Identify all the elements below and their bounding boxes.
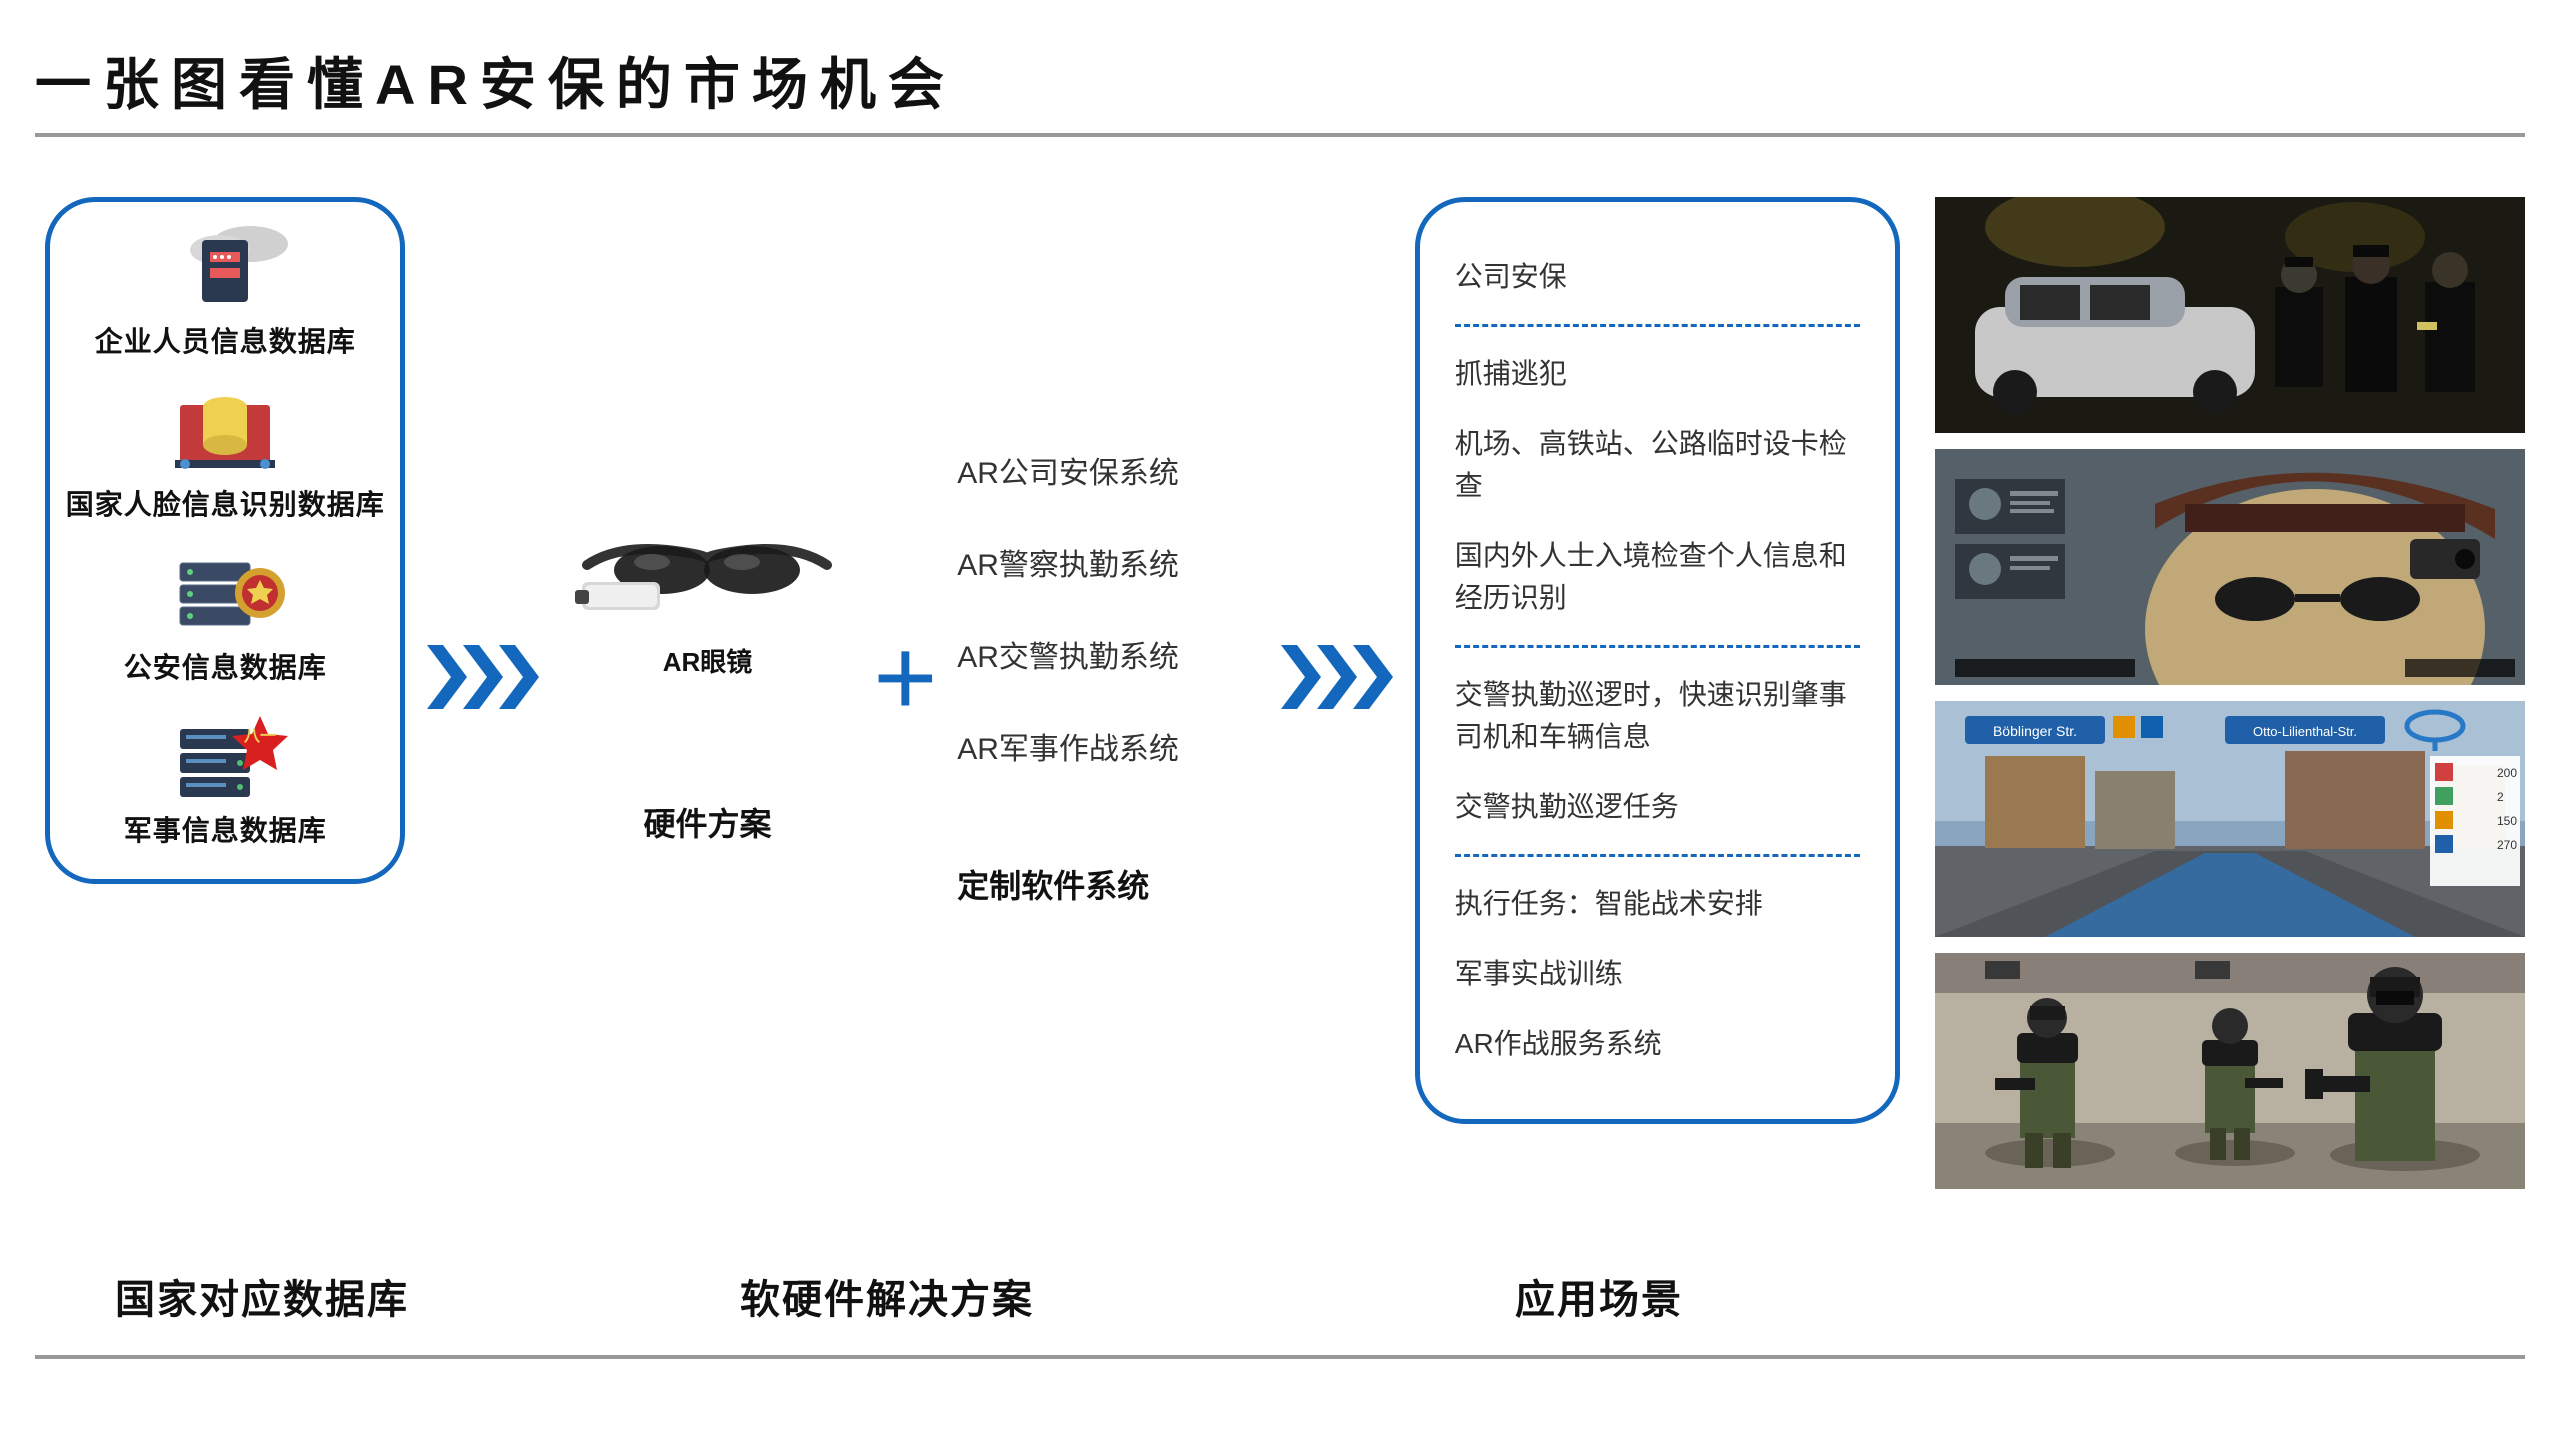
scenario-item: 交警执勤巡逻任务	[1455, 786, 1860, 828]
scenario-item: 交警执勤巡逻时，快速识别肇事司机和车辆信息	[1455, 674, 1860, 758]
scenario-divider	[1455, 324, 1860, 327]
photo-military-vr-training	[1935, 953, 2525, 1189]
scenarios-caption: 应用场景	[1415, 1267, 1915, 1325]
software-item: AR警察执勤系统	[957, 540, 1259, 584]
scenario-item: AR作战服务系统	[1455, 1023, 1860, 1065]
scenario-item: 抓捕逃犯	[1455, 353, 1860, 395]
server-badge-icon	[160, 548, 290, 638]
scenario-item: 国内外人士入境检查个人信息和经历识别	[1455, 535, 1860, 619]
ar-glasses-icon	[567, 510, 847, 630]
server-star-icon: 八一	[160, 711, 290, 801]
scenario-item: 机场、高铁站、公路临时设卡检查	[1455, 423, 1860, 507]
photos-column: Böblinger Str. Otto-Lilienthal-Str. 200 …	[1935, 197, 2525, 1189]
captions-row: 国家对应数据库 软硬件解决方案 应用场景	[35, 1267, 2525, 1325]
scenario-divider	[1455, 854, 1860, 857]
db-label: 国家人脸信息识别数据库	[66, 483, 385, 523]
software-item: AR军事作战系统	[957, 724, 1259, 768]
scenario-item: 军事实战训练	[1455, 953, 1860, 995]
svg-text:Böblinger Str.: Böblinger Str.	[1993, 723, 2077, 739]
title-rule	[35, 133, 2525, 137]
db-label: 企业人员信息数据库	[95, 320, 356, 360]
db-item: 八一 军事信息数据库	[124, 711, 327, 849]
databases-caption: 国家对应数据库	[85, 1267, 645, 1325]
chevron-flow-icon	[423, 197, 543, 1157]
svg-text:Otto-Lilienthal-Str.: Otto-Lilienthal-Str.	[2253, 724, 2357, 739]
plus-icon: +	[854, 197, 958, 1157]
chevron-flow-icon	[1277, 197, 1397, 1157]
svg-text:200: 200	[2497, 766, 2517, 780]
ar-glasses-label: AR眼镜	[663, 642, 753, 679]
hardware-column: AR眼镜 硬件方案	[561, 197, 853, 1157]
solutions-caption: 软硬件解决方案	[645, 1267, 1415, 1325]
server-cloud-icon	[160, 222, 290, 312]
software-item: AR交警执勤系统	[957, 632, 1259, 676]
db-label: 公安信息数据库	[124, 646, 327, 686]
photo-ar-street-nav: Böblinger Str. Otto-Lilienthal-Str. 200 …	[1935, 701, 2525, 937]
scenarios-box: 公司安保 抓捕逃犯 机场、高铁站、公路临时设卡检查 国内外人士入境检查个人信息和…	[1415, 197, 1900, 1124]
photo-night-police	[1935, 197, 2525, 433]
svg-text:八一: 八一	[243, 728, 276, 745]
db-item: 公安信息数据库	[124, 548, 327, 686]
db-item: 企业人员信息数据库	[95, 222, 356, 360]
software-caption: 定制软件系统	[957, 861, 1259, 907]
hardware-caption: 硬件方案	[643, 799, 771, 845]
server-red-icon	[160, 385, 290, 475]
scenario-item: 执行任务：智能战术安排	[1455, 883, 1860, 925]
svg-text:2: 2	[2497, 790, 2504, 804]
db-item: 国家人脸信息识别数据库	[66, 385, 385, 523]
software-column: AR公司安保系统 AR警察执勤系统 AR交警执勤系统 AR军事作战系统 定制软件…	[957, 197, 1259, 1157]
svg-text:150: 150	[2497, 814, 2517, 828]
svg-text:270: 270	[2497, 838, 2517, 852]
photo-smart-glasses-officer	[1935, 449, 2525, 685]
page-title: 一张图看懂AR安保的市场机会	[35, 40, 2525, 121]
scenario-item: 公司安保	[1455, 256, 1860, 298]
software-item: AR公司安保系统	[957, 448, 1259, 492]
content-row: 企业人员信息数据库 国家人脸信息识别数据库	[35, 197, 2525, 1237]
scenario-divider	[1455, 645, 1860, 648]
bottom-rule	[35, 1355, 2525, 1359]
databases-box: 企业人员信息数据库 国家人脸信息识别数据库	[45, 197, 405, 884]
db-label: 军事信息数据库	[124, 809, 327, 849]
